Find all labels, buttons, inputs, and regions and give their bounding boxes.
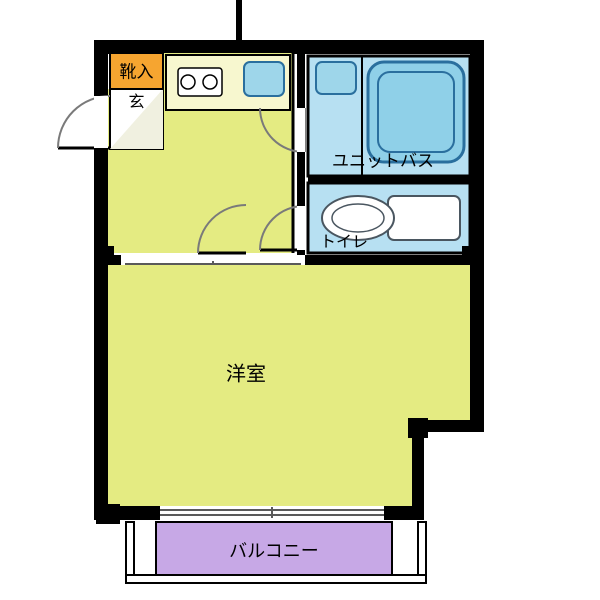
svg-text:トイレ: トイレ (320, 234, 368, 251)
svg-text:バルコニー: バルコニー (229, 541, 319, 561)
svg-text:靴入: 靴入 (120, 62, 154, 81)
svg-text:洋室: 洋室 (226, 362, 266, 385)
svg-text:ユニットバス: ユニットバス (332, 151, 434, 170)
floorplan-svg: 靴入玄ユニットバストイレ洋室バルコニー (0, 0, 600, 600)
svg-text:玄: 玄 (128, 93, 144, 111)
floorplan-stage: 靴入玄ユニットバストイレ洋室バルコニー (0, 0, 600, 600)
